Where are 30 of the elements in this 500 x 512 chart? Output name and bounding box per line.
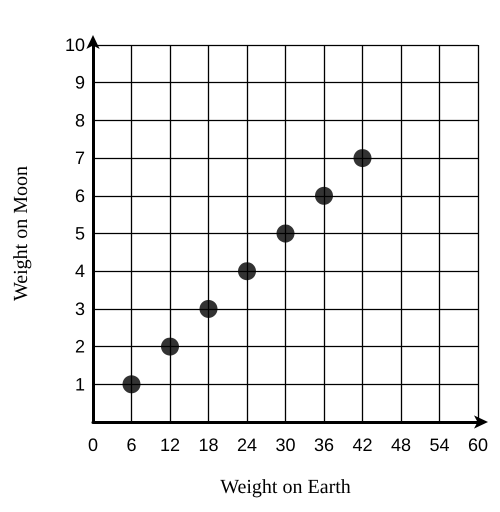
y-tick-label: 2 [74, 336, 85, 357]
point [122, 375, 140, 394]
y-tick-label: 6 [74, 186, 85, 206]
x-tick-label: 48 [390, 435, 412, 455]
x-tick-label: 42 [352, 435, 373, 455]
x-tick-label: 6 [126, 435, 137, 455]
x-tick-label: 24 [236, 435, 258, 455]
point [354, 149, 372, 168]
x-tick-label: 54 [429, 435, 450, 455]
y-tick-label: 5 [74, 224, 85, 244]
x-tick-label: 0 [88, 435, 98, 455]
y-tick-label: 3 [74, 298, 85, 319]
x-tick-label: 12 [160, 435, 180, 455]
x-tick-label: 18 [198, 435, 219, 455]
y-tick-label: 9 [74, 72, 85, 93]
x-axis-title: Weight on Earth [220, 476, 351, 498]
y-tick-label: 4 [74, 261, 85, 282]
y-tick-label: 8 [74, 110, 85, 130]
x-tick-label: 36 [314, 435, 334, 455]
y-tick-label: 10 [64, 35, 85, 55]
point [238, 262, 256, 280]
point [200, 300, 218, 318]
point [276, 224, 294, 242]
x-tick-label: 60 [468, 435, 488, 455]
y-axis-title: Weight on Moon [10, 166, 32, 302]
point [315, 186, 333, 205]
y-tick-label: 1 [74, 374, 85, 394]
x-tick-label: 30 [275, 435, 296, 455]
y-tick-label: 7 [74, 148, 85, 168]
point [161, 338, 179, 356]
